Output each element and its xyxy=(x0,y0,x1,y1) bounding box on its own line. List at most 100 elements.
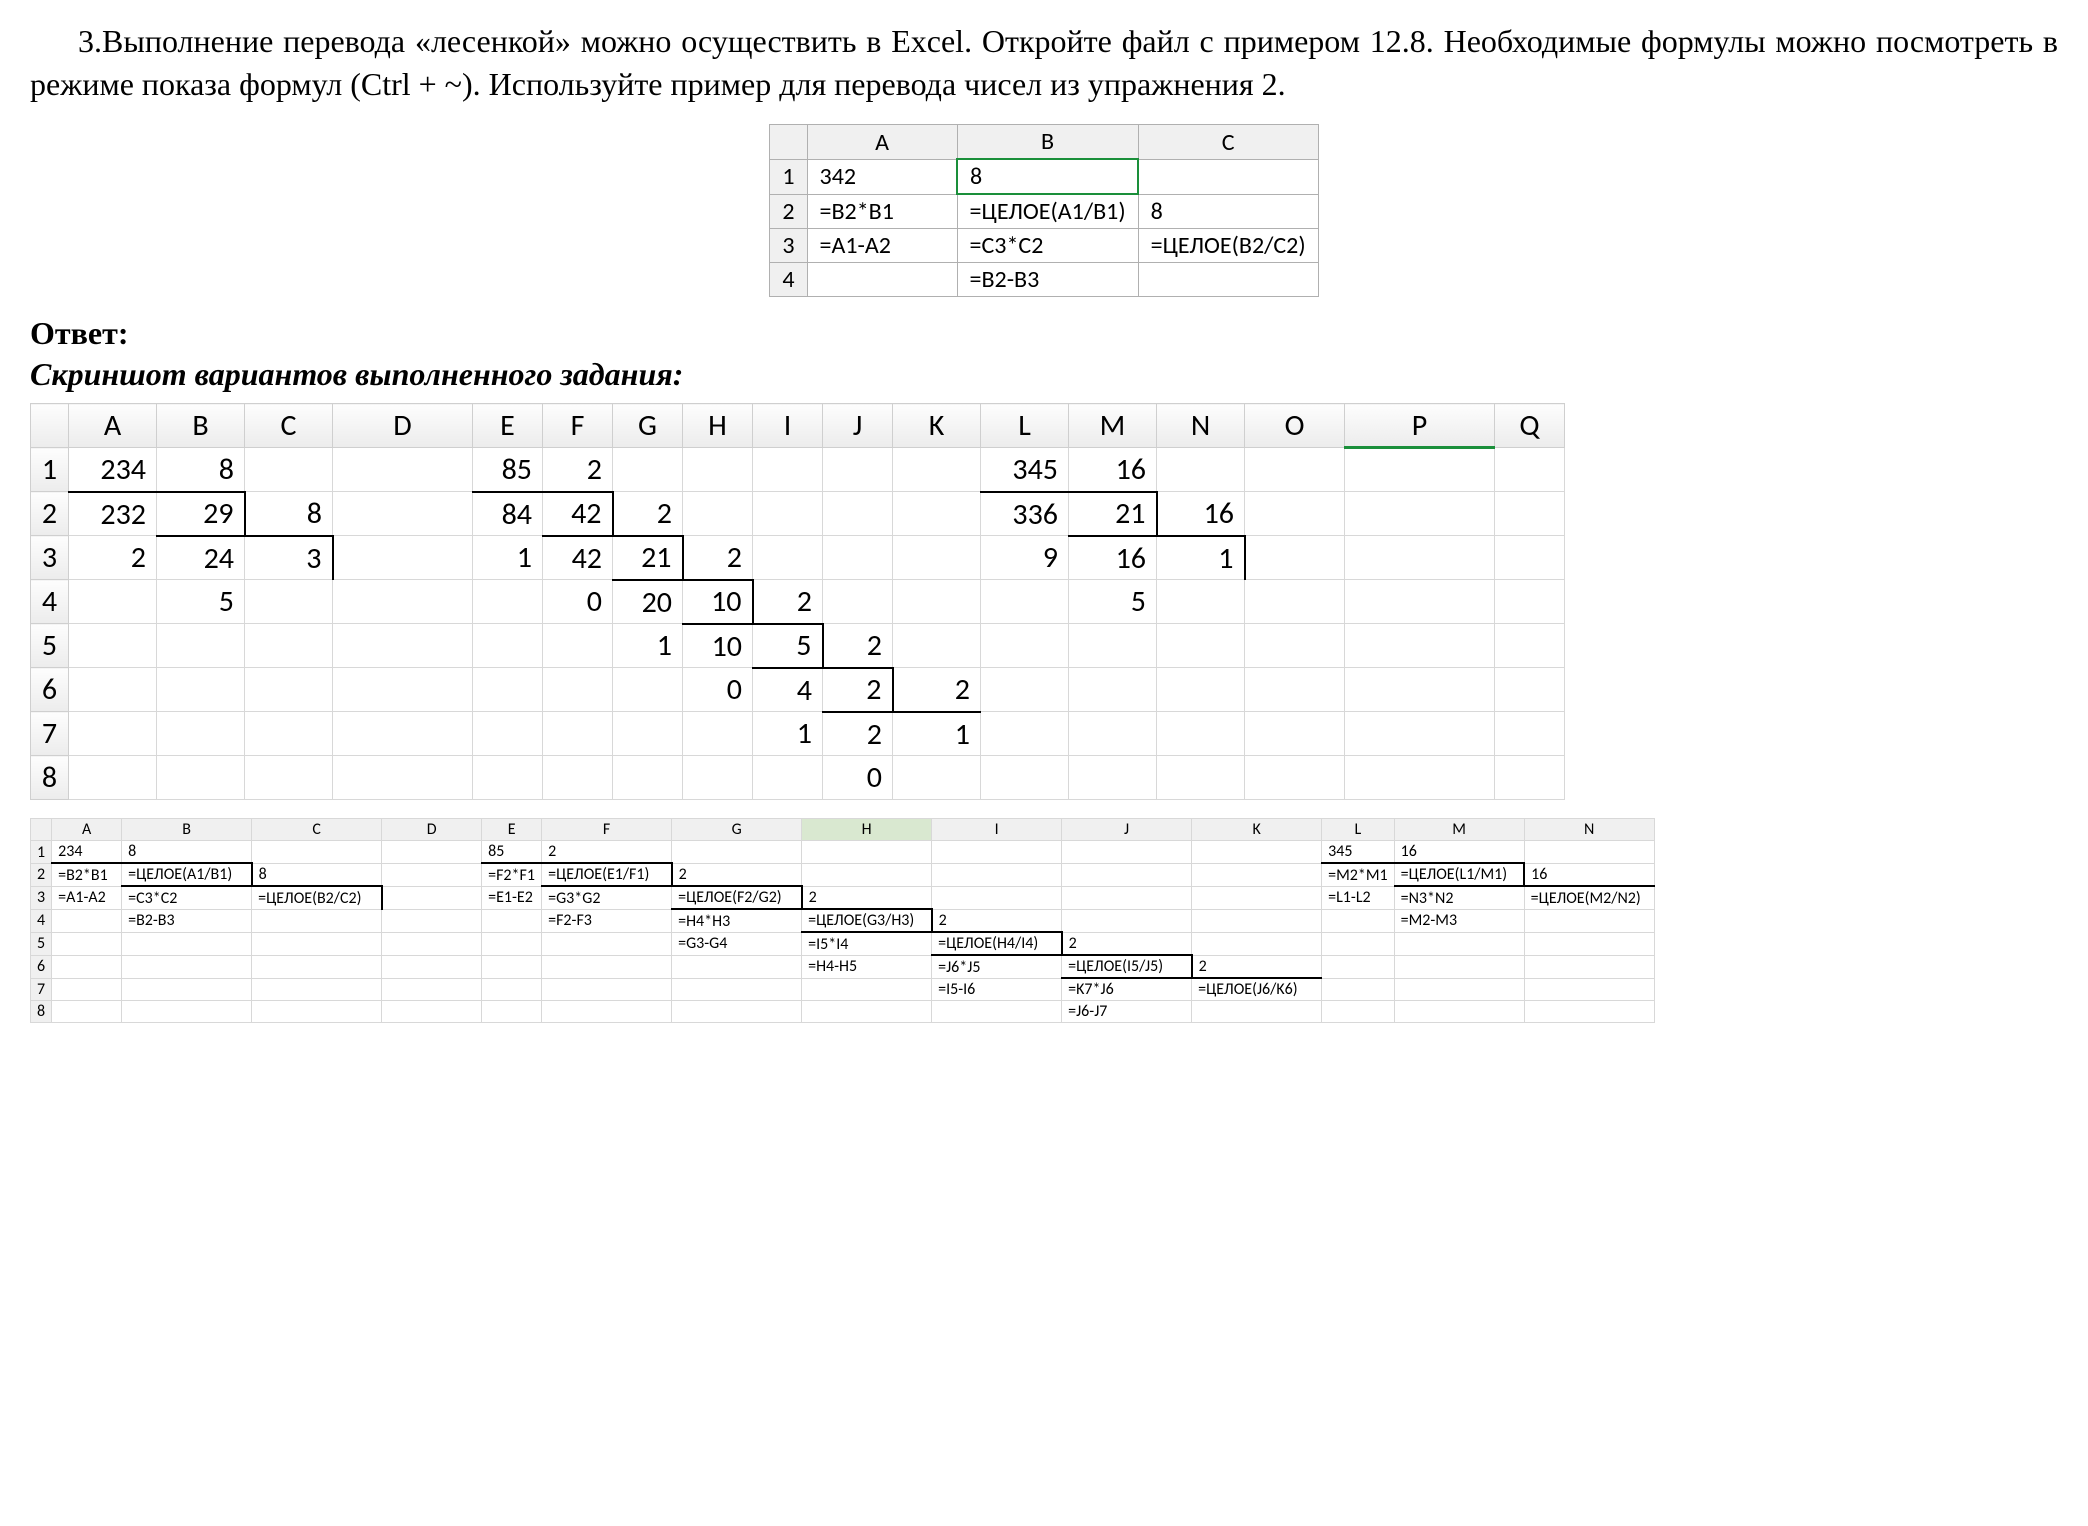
col-header: B xyxy=(957,125,1138,160)
cell xyxy=(1345,580,1495,624)
cell xyxy=(1062,841,1192,864)
cell xyxy=(52,932,122,955)
cell: 2 xyxy=(823,668,893,712)
cell xyxy=(1157,712,1245,756)
cell: =G3-G4 xyxy=(672,932,802,955)
cell xyxy=(1524,932,1654,955)
cell xyxy=(683,448,753,492)
cell xyxy=(1062,886,1192,909)
cell xyxy=(252,932,382,955)
cell: 1 xyxy=(753,712,823,756)
screenshot-caption: Скриншот вариантов выполненного задания: xyxy=(30,356,2058,393)
cell: 24 xyxy=(157,536,245,580)
cell xyxy=(333,580,473,624)
cell xyxy=(1345,492,1495,536)
cell: 1 xyxy=(473,536,543,580)
cell xyxy=(157,668,245,712)
col-header: H xyxy=(683,404,753,448)
cell xyxy=(52,909,122,932)
cell: 0 xyxy=(823,756,893,800)
cell xyxy=(382,886,482,909)
cell xyxy=(1524,978,1654,1001)
col-header: Q xyxy=(1495,404,1565,448)
cell xyxy=(542,978,672,1001)
cell: 42 xyxy=(543,536,613,580)
cell xyxy=(823,580,893,624)
cell: =G3*G2 xyxy=(542,886,672,909)
cell: 21 xyxy=(613,536,683,580)
cell: =ЦЕЛОЕ(I5/J5) xyxy=(1062,955,1192,978)
cell: =ЦЕЛОЕ(H4/I4) xyxy=(932,932,1062,955)
cell xyxy=(932,1001,1062,1023)
cell xyxy=(823,448,893,492)
cell xyxy=(382,1001,482,1023)
col-header: A xyxy=(69,404,157,448)
cell xyxy=(981,624,1069,668)
row-header: 2 xyxy=(770,194,807,229)
col-header: E xyxy=(482,819,542,841)
cell xyxy=(1069,668,1157,712)
row-header: 7 xyxy=(31,712,69,756)
cell: =A1-A2 xyxy=(807,229,957,263)
cell: 10 xyxy=(683,580,753,624)
cell xyxy=(1062,863,1192,886)
cell: =A1-A2 xyxy=(52,886,122,909)
cell: 232 xyxy=(69,492,157,536)
cell: =ЦЕЛОЕ(M2/N2) xyxy=(1524,886,1654,909)
cell: 2 xyxy=(932,909,1062,932)
cell xyxy=(333,536,473,580)
cell: 1 xyxy=(613,624,683,668)
cell xyxy=(802,978,932,1001)
cell: 342 xyxy=(807,159,957,194)
row-header: 8 xyxy=(31,756,69,800)
cell xyxy=(1245,580,1345,624)
col-header: C xyxy=(1138,125,1318,160)
cell xyxy=(753,492,823,536)
cell xyxy=(69,580,157,624)
cell xyxy=(1322,978,1395,1001)
cell: 8 xyxy=(157,448,245,492)
cell: 42 xyxy=(543,492,613,536)
cell xyxy=(1157,448,1245,492)
cell xyxy=(1062,909,1192,932)
cell xyxy=(932,863,1062,886)
cell: 2 xyxy=(672,863,802,886)
cell xyxy=(1495,448,1565,492)
cell xyxy=(893,448,981,492)
cell xyxy=(613,712,683,756)
cell xyxy=(1394,955,1524,978)
cell xyxy=(1322,909,1395,932)
cell: =ЦЕЛОЕ(G3/H3) xyxy=(802,909,932,932)
cell xyxy=(1524,1001,1654,1023)
cell: 2 xyxy=(613,492,683,536)
cell: 0 xyxy=(543,580,613,624)
cell xyxy=(1245,492,1345,536)
cell xyxy=(1245,756,1345,800)
cell xyxy=(333,756,473,800)
cell xyxy=(473,712,543,756)
cell: 4 xyxy=(753,668,823,712)
cell xyxy=(1138,263,1318,297)
cell xyxy=(245,668,333,712)
cell xyxy=(613,756,683,800)
cell: 16 xyxy=(1157,492,1245,536)
cell xyxy=(1524,841,1654,864)
cell: 2 xyxy=(823,624,893,668)
cell: =K7*J6 xyxy=(1062,978,1192,1001)
cell: 2 xyxy=(893,668,981,712)
cell xyxy=(672,841,802,864)
row-header: 5 xyxy=(31,624,69,668)
cell xyxy=(333,624,473,668)
cell: 3 xyxy=(245,536,333,580)
row-header: 3 xyxy=(31,536,69,580)
cell xyxy=(802,1001,932,1023)
cell: =J6-J7 xyxy=(1062,1001,1192,1023)
cell xyxy=(1245,624,1345,668)
cell xyxy=(1157,624,1245,668)
cell xyxy=(823,492,893,536)
col-header: N xyxy=(1157,404,1245,448)
cell xyxy=(1345,756,1495,800)
cell xyxy=(157,624,245,668)
cell: 345 xyxy=(981,448,1069,492)
cell: 1 xyxy=(893,712,981,756)
